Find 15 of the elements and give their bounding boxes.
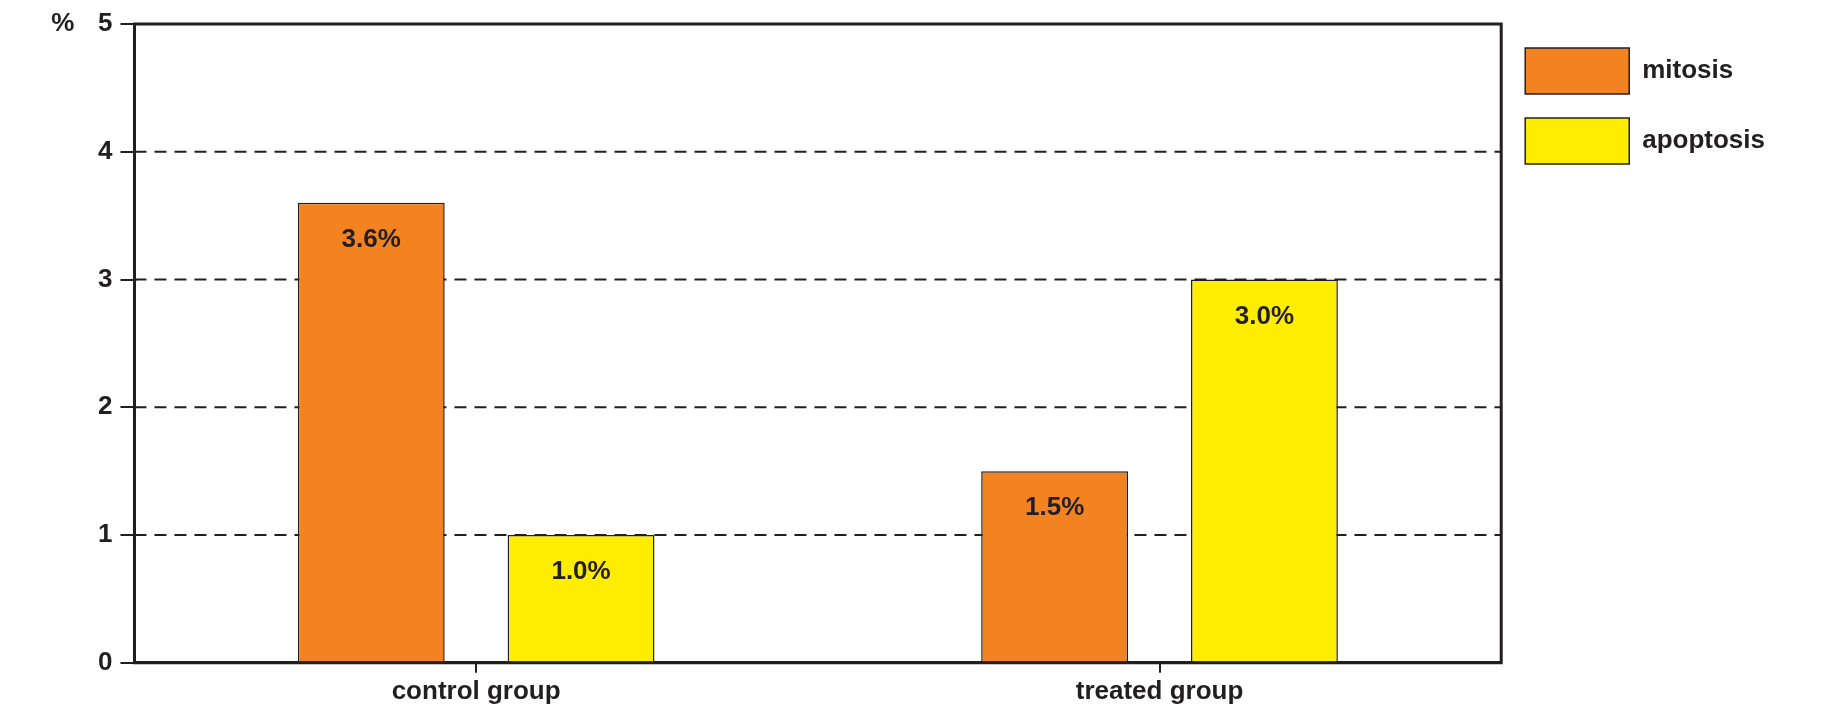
y-tick-label: 0 <box>97 645 113 676</box>
data-label: 3.6% <box>341 223 401 254</box>
data-label: 1.5% <box>1024 491 1085 522</box>
y-tick-label: 1 <box>97 518 113 549</box>
data-label: 3.0% <box>1234 299 1295 330</box>
y-tick-label: 2 <box>97 390 113 421</box>
x-tick-label: control group <box>391 674 561 705</box>
y-axis-title: % <box>51 7 75 38</box>
x-tick-label: treated group <box>1075 674 1244 705</box>
y-tick-label: 3 <box>97 262 113 293</box>
y-tick-label: 4 <box>97 134 113 165</box>
data-label: 1.0% <box>551 555 611 586</box>
legend-label: mitosis <box>1642 54 1734 85</box>
legend-label: apoptosis <box>1642 124 1766 155</box>
y-tick-label: 5 <box>97 7 113 38</box>
